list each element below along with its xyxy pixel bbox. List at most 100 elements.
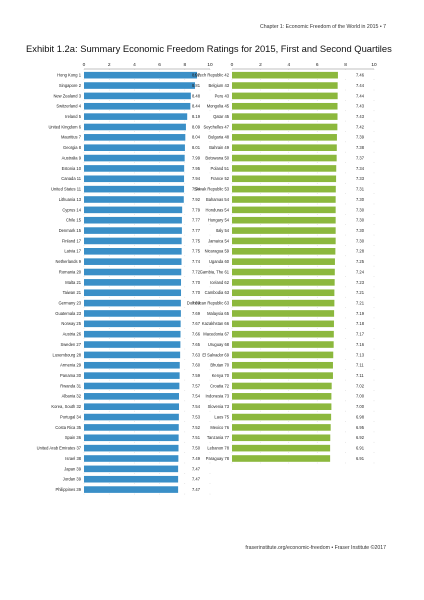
left-row-label: Romania 20: [59, 269, 82, 274]
right-bar-value: 7.31: [356, 187, 365, 192]
right-bar-value: 7.21: [356, 301, 365, 306]
left-row-label: Portugal 34: [60, 414, 82, 419]
left-row-label: Rwanda 31: [60, 383, 81, 388]
left-bar: [84, 351, 181, 359]
left-bar-value: 8.01: [192, 145, 201, 150]
left-row-label: Latvia 17: [64, 249, 81, 254]
right-bar: [232, 154, 337, 162]
left-row-label: Germany 23: [58, 301, 81, 306]
left-row-label: Luxembourg 28: [53, 352, 82, 357]
right-bar-value: 7.25: [356, 259, 365, 264]
right-bar-value: 7.02: [356, 383, 365, 388]
left-bar: [84, 175, 185, 183]
left-bar-value: 7.63: [192, 352, 201, 357]
right-bar-value: 7.28: [356, 249, 365, 254]
right-bar-value: 6.92: [356, 435, 365, 440]
right-bar-value: 6.95: [356, 425, 365, 430]
right-bar-value: 7.34: [356, 166, 365, 171]
left-row-label: Canada 11: [61, 176, 81, 181]
left-x-tick-label: 10: [207, 62, 213, 68]
right-row-label: Mexico 76: [210, 425, 229, 430]
left-bar-value: 7.66: [192, 332, 201, 337]
left-bar: [84, 268, 182, 276]
right-bar: [232, 92, 338, 100]
right-bar-value: 7.24: [356, 269, 365, 274]
right-x-tick-label: 0: [231, 62, 234, 68]
left-bar: [84, 237, 182, 245]
right-row-label: Belgium 43: [209, 83, 230, 88]
right-x-tick-label: 6: [316, 62, 319, 68]
left-bar: [84, 465, 179, 473]
left-bar-value: 7.94: [192, 176, 201, 181]
right-row-label: Bahamas 54: [206, 197, 230, 202]
left-bar: [84, 372, 180, 379]
left-bar: [84, 82, 196, 89]
right-bar: [232, 165, 337, 172]
left-row-label: Lithuania 13: [59, 197, 82, 202]
left-bar: [84, 424, 179, 431]
right-bar-value: 7.23: [356, 280, 365, 285]
right-bar-value: 7.33: [356, 176, 365, 181]
left-row-label: Estonia 10: [62, 166, 82, 171]
left-x-tick-label: 6: [158, 62, 161, 68]
right-bar: [232, 123, 338, 131]
right-row-label: Botswana 50: [205, 155, 229, 160]
left-bar-value: 7.47: [192, 487, 201, 492]
right-row-label: Italy 54: [216, 228, 230, 233]
right-row-label: Kazakhstan 66: [202, 321, 230, 326]
left-bar: [84, 258, 182, 265]
left-bar-value: 7.70: [192, 290, 201, 295]
left-row-label: Jordan 39: [63, 477, 82, 482]
left-row-label: Spain 36: [65, 435, 82, 440]
left-bar-value: 7.65: [192, 342, 201, 347]
left-bar: [84, 444, 179, 452]
right-row-label: Macedonia 67: [203, 332, 229, 337]
right-row-label: Uruguay 68: [208, 342, 230, 347]
left-row-label: Korea, South 32: [51, 404, 81, 409]
right-bar: [232, 413, 332, 421]
left-row-label: Japan 39: [64, 466, 82, 471]
right-bar: [232, 82, 338, 89]
right-row-label: El Salvador 69: [202, 352, 229, 357]
right-bar-value: 6.98: [356, 414, 365, 419]
right-bar-value: 6.91: [356, 456, 365, 461]
right-bar-value: 7.46: [356, 73, 365, 78]
left-bar-value: 7.69: [192, 301, 201, 306]
left-row-label: Panama 30: [60, 373, 82, 378]
right-bar-value: 7.30: [356, 228, 365, 233]
right-row-label: Uganda 60: [209, 259, 230, 264]
left-bar-value: 7.75: [192, 249, 201, 254]
left-bar: [84, 310, 181, 317]
left-bar-value: 7.49: [192, 456, 201, 461]
left-row-label: Singapore 2: [59, 83, 82, 88]
right-bar: [232, 216, 336, 224]
left-bar-value: 8.04: [192, 135, 201, 140]
left-bar: [84, 330, 181, 338]
right-bar-value: 7.30: [356, 218, 365, 223]
left-bar: [84, 123, 186, 131]
right-row-label: Laos 75: [214, 414, 229, 419]
left-bar-value: 7.77: [192, 218, 201, 223]
left-row-label: Mauritius 7: [61, 135, 82, 140]
left-x-tick-label: 2: [108, 62, 111, 68]
right-row-label: Malaysia 65: [207, 311, 230, 316]
right-row-label: Czech Republic 42: [195, 73, 230, 78]
left-row-label: Finland 17: [62, 238, 82, 243]
right-bar: [232, 393, 332, 400]
right-bar-value: 7.37: [356, 155, 365, 160]
right-bar-value: 7.00: [356, 394, 365, 399]
right-row-label: Dominican Republic 63: [187, 301, 230, 306]
left-bar: [84, 403, 180, 410]
left-bar: [84, 154, 185, 162]
right-bar-value: 7.11: [356, 363, 364, 368]
left-bar: [84, 227, 182, 234]
left-bar: [84, 279, 182, 286]
left-bar-value: 7.57: [192, 383, 201, 388]
right-row-label: Qatar 45: [213, 114, 230, 119]
right-row-label: Bhutan 70: [210, 363, 229, 368]
page-footer: fraserinstitute.org/economic-freedom • F…: [245, 545, 386, 551]
left-row-label: Armenia 29: [60, 363, 82, 368]
right-bar: [232, 258, 335, 265]
left-row-label: Austria 26: [63, 332, 82, 337]
